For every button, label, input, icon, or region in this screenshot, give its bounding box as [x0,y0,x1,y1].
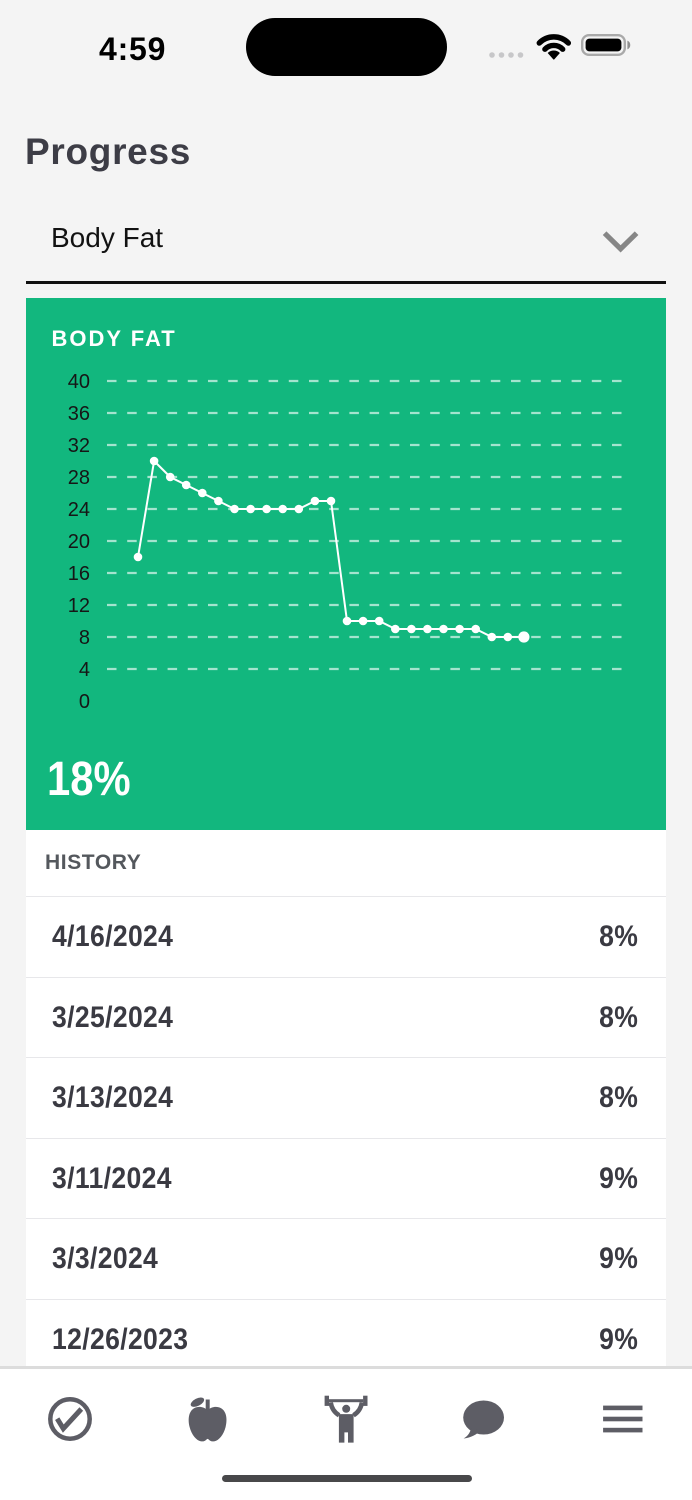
svg-text:20: 20 [68,531,90,553]
svg-text:16: 16 [68,563,90,585]
svg-text:36: 36 [68,403,90,425]
svg-text:40: 40 [68,371,90,393]
svg-text:28: 28 [68,467,90,489]
svg-text:0: 0 [79,691,90,713]
svg-text:8: 8 [79,627,90,649]
svg-text:4: 4 [79,659,90,681]
svg-text:12: 12 [68,595,90,617]
svg-text:24: 24 [68,499,90,521]
svg-text:32: 32 [68,435,90,457]
